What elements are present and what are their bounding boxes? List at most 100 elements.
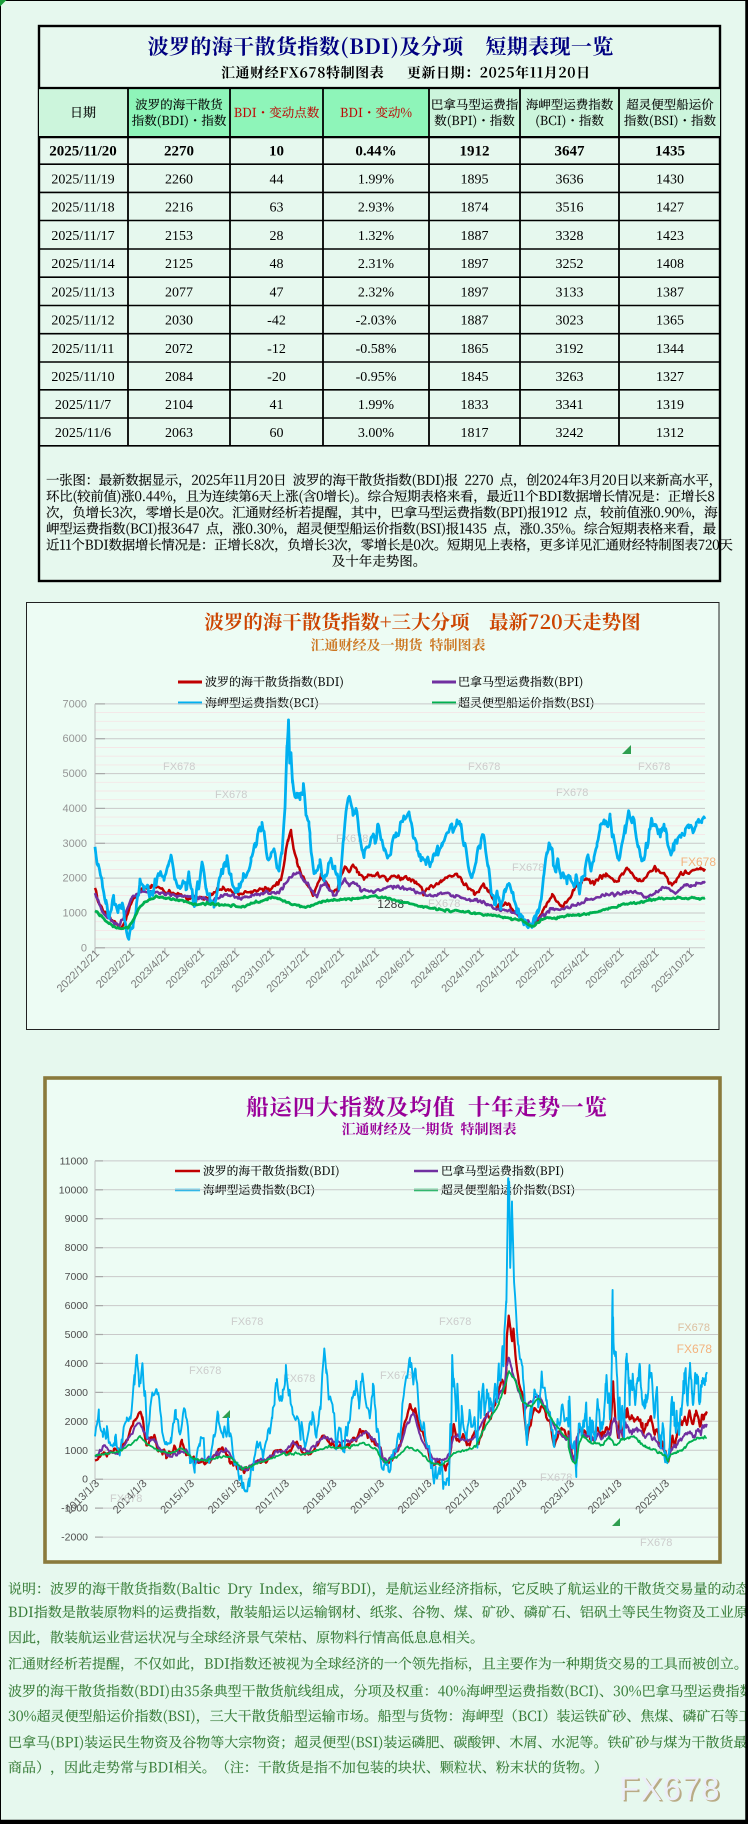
svg-text:47: 47 bbox=[270, 285, 284, 300]
svg-text:-0.95%: -0.95% bbox=[356, 370, 397, 385]
svg-text:3516: 3516 bbox=[556, 200, 584, 215]
svg-text:7000: 7000 bbox=[63, 698, 87, 710]
svg-text:1423: 1423 bbox=[656, 229, 684, 244]
svg-text:FX678: FX678 bbox=[640, 1537, 672, 1549]
svg-text:FX678: FX678 bbox=[231, 1316, 263, 1328]
svg-text:1344: 1344 bbox=[656, 342, 684, 357]
svg-text:1365: 1365 bbox=[656, 314, 684, 329]
svg-text:FX678: FX678 bbox=[283, 1373, 315, 1385]
svg-text:1327: 1327 bbox=[656, 370, 684, 385]
svg-text:-0.58%: -0.58% bbox=[356, 342, 397, 357]
svg-text:1833: 1833 bbox=[461, 398, 489, 413]
svg-text:3263: 3263 bbox=[556, 370, 584, 385]
svg-text:FX678: FX678 bbox=[163, 761, 195, 773]
svg-text:3000: 3000 bbox=[65, 1387, 89, 1399]
svg-text:60: 60 bbox=[270, 426, 284, 441]
svg-text:44: 44 bbox=[270, 172, 284, 187]
svg-text:1897: 1897 bbox=[461, 257, 489, 272]
svg-text:-12: -12 bbox=[267, 342, 286, 357]
svg-text:28: 28 bbox=[270, 229, 284, 244]
svg-text:1427: 1427 bbox=[656, 200, 684, 215]
svg-text:2.32%: 2.32% bbox=[358, 285, 395, 300]
svg-text:3.00%: 3.00% bbox=[358, 426, 395, 441]
svg-text:-42: -42 bbox=[267, 314, 286, 329]
svg-text:1430: 1430 bbox=[656, 172, 684, 187]
svg-text:2025/11/19: 2025/11/19 bbox=[51, 172, 114, 187]
svg-text:2153: 2153 bbox=[165, 229, 193, 244]
svg-text:3242: 3242 bbox=[556, 426, 584, 441]
svg-text:2025/11/11: 2025/11/11 bbox=[52, 342, 115, 357]
svg-text:2025/11/18: 2025/11/18 bbox=[51, 200, 114, 215]
svg-text:1312: 1312 bbox=[656, 426, 684, 441]
svg-text:2104: 2104 bbox=[165, 398, 193, 413]
svg-text:-1000: -1000 bbox=[61, 1503, 88, 1515]
svg-text:4000: 4000 bbox=[65, 1358, 89, 1370]
svg-text:FX678: FX678 bbox=[677, 1342, 713, 1356]
svg-text:FX678: FX678 bbox=[439, 1316, 471, 1328]
svg-text:2025/11/12: 2025/11/12 bbox=[51, 314, 114, 329]
svg-text:2077: 2077 bbox=[165, 285, 193, 300]
svg-text:3023: 3023 bbox=[556, 314, 584, 329]
svg-text:1912: 1912 bbox=[460, 144, 490, 160]
svg-text:2025/11/17: 2025/11/17 bbox=[51, 229, 114, 244]
svg-text:2260: 2260 bbox=[165, 172, 193, 187]
svg-text:1000: 1000 bbox=[65, 1445, 89, 1457]
svg-text:1817: 1817 bbox=[461, 426, 489, 441]
svg-text:3636: 3636 bbox=[556, 172, 584, 187]
svg-text:1887: 1887 bbox=[461, 229, 489, 244]
svg-text:2125: 2125 bbox=[165, 257, 193, 272]
svg-text:FX678: FX678 bbox=[336, 833, 368, 845]
svg-text:FX678: FX678 bbox=[621, 1772, 722, 1809]
svg-text:FX678: FX678 bbox=[638, 761, 670, 773]
svg-text:-2000: -2000 bbox=[61, 1532, 88, 1544]
svg-text:1000: 1000 bbox=[63, 908, 87, 920]
svg-text:FX678: FX678 bbox=[556, 787, 588, 799]
svg-text:2030: 2030 bbox=[165, 314, 193, 329]
svg-text:10000: 10000 bbox=[59, 1184, 88, 1196]
svg-text:11000: 11000 bbox=[60, 1155, 89, 1167]
svg-text:2072: 2072 bbox=[165, 342, 193, 357]
svg-text:5000: 5000 bbox=[65, 1329, 89, 1341]
svg-text:1408: 1408 bbox=[656, 257, 684, 272]
svg-text:2025/11/13: 2025/11/13 bbox=[51, 285, 114, 300]
svg-text:6000: 6000 bbox=[65, 1300, 89, 1312]
svg-text:FX678: FX678 bbox=[678, 1322, 710, 1334]
svg-text:4000: 4000 bbox=[63, 803, 87, 815]
svg-text:2000: 2000 bbox=[65, 1416, 89, 1428]
svg-text:-20: -20 bbox=[267, 370, 286, 385]
svg-text:3328: 3328 bbox=[556, 229, 584, 244]
svg-text:1874: 1874 bbox=[461, 200, 489, 215]
svg-text:1.99%: 1.99% bbox=[358, 398, 395, 413]
svg-text:FX678: FX678 bbox=[681, 855, 717, 869]
svg-text:10: 10 bbox=[269, 144, 284, 160]
svg-text:1845: 1845 bbox=[461, 370, 489, 385]
svg-text:FX678: FX678 bbox=[380, 1370, 412, 1382]
svg-text:FX678: FX678 bbox=[189, 1365, 221, 1377]
svg-text:5000: 5000 bbox=[63, 768, 87, 780]
svg-text:FX678: FX678 bbox=[512, 862, 544, 874]
svg-text:FX678: FX678 bbox=[619, 1770, 720, 1807]
svg-text:3252: 3252 bbox=[556, 257, 584, 272]
svg-text:7000: 7000 bbox=[65, 1271, 89, 1283]
svg-text:3341: 3341 bbox=[556, 398, 584, 413]
svg-text:1887: 1887 bbox=[461, 314, 489, 329]
svg-text:1435: 1435 bbox=[655, 144, 685, 160]
svg-text:1865: 1865 bbox=[461, 342, 489, 357]
svg-text:1319: 1319 bbox=[656, 398, 684, 413]
svg-text:3133: 3133 bbox=[556, 285, 584, 300]
svg-text:FX678: FX678 bbox=[110, 1493, 142, 1505]
svg-text:2270: 2270 bbox=[164, 144, 194, 160]
svg-text:FX678: FX678 bbox=[428, 898, 460, 910]
svg-text:2084: 2084 bbox=[165, 370, 193, 385]
svg-text:63: 63 bbox=[270, 200, 284, 215]
svg-text:3647: 3647 bbox=[555, 144, 586, 160]
svg-text:FX678: FX678 bbox=[540, 1472, 572, 1484]
svg-text:3000: 3000 bbox=[63, 838, 87, 850]
svg-text:1895: 1895 bbox=[461, 172, 489, 187]
svg-text:9000: 9000 bbox=[65, 1213, 89, 1225]
svg-text:2.31%: 2.31% bbox=[358, 257, 395, 272]
svg-text:2025/11/14: 2025/11/14 bbox=[51, 257, 114, 272]
svg-text:3192: 3192 bbox=[556, 342, 584, 357]
svg-text:FX678: FX678 bbox=[468, 761, 500, 773]
svg-text:2025/11/10: 2025/11/10 bbox=[51, 370, 114, 385]
